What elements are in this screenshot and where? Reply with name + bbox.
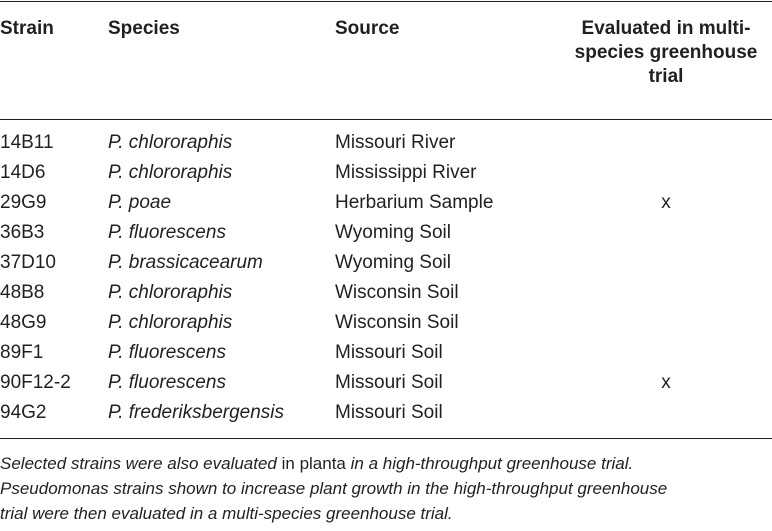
cell-strain: 48B8 [0,282,45,303]
cell-strain: 37D10 [0,252,56,273]
cell-strain: 89F1 [0,342,44,363]
table-row: 48G9 P. chlororaphis Wisconsin Soil [0,308,772,338]
cell-strain: 29G9 [0,192,47,213]
cell-source: Wyoming Soil [335,252,451,273]
table-row: 29G9 P. poae Herbarium Sample x [0,188,772,218]
cell-species: P. chlororaphis [108,162,233,183]
column-header-evaluated-line: species greenhouse [574,42,758,63]
table-bottom-rule [0,438,772,439]
cell-strain: 94G2 [0,402,47,423]
cell-strain: 14D6 [0,162,46,183]
cell-species: P. poae [108,192,172,213]
footnote-in-planta: in planta [276,454,351,473]
cell-source: Missouri Soil [335,342,443,363]
cell-species: P. brassicacearum [108,252,263,273]
cell-species: P. chlororaphis [108,282,233,303]
table-header-rule [0,119,772,120]
cell-evaluated: x [661,192,671,213]
footnote-text: Selected strains were also evaluated [0,454,277,473]
cell-source: Missouri Soil [335,402,443,423]
table-top-rule [0,1,772,2]
cell-strain: 90F12-2 [0,372,71,393]
table-row: 94G2 P. frederiksbergensis Missouri Soil [0,398,772,428]
table-row: 14D6 P. chlororaphis Mississippi River [0,158,772,188]
cell-source: Wyoming Soil [335,222,451,243]
table-row: 89F1 P. fluorescens Missouri Soil [0,338,772,368]
column-header-evaluated-line: trial [648,66,684,87]
table-footnote: Selected strains were also evaluated in … [0,451,772,526]
column-header-strain: Strain [0,18,54,39]
cell-species: P. fluorescens [108,342,226,363]
cell-species: P. fluorescens [108,372,226,393]
footnote-line-3: trial were then evaluated in a multi-spe… [0,504,453,523]
cell-source: Mississippi River [335,162,477,183]
cell-source: Herbarium Sample [335,192,494,213]
cell-strain: 36B3 [0,222,45,243]
cell-source: Wisconsin Soil [335,282,459,303]
cell-strain: 14B11 [0,132,54,153]
cell-source: Wisconsin Soil [335,312,459,333]
cell-species: P. chlororaphis [108,132,233,153]
column-header-species: Species [108,18,180,39]
table-row: 14B11 P. chlororaphis Missouri River [0,128,772,158]
footnote-line-1: Selected strains were also evaluated in … [0,451,772,476]
table-row: 36B3 P. fluorescens Wyoming Soil [0,218,772,248]
column-header-source: Source [335,18,400,39]
cell-species: P. frederiksbergensis [108,402,285,423]
cell-strain: 48G9 [0,312,47,333]
footnote-line-2: Pseudomonas strains shown to increase pl… [0,479,668,498]
column-header-evaluated: Evaluated in multi- species greenhouse t… [560,17,772,89]
table-row: 90F12-2 P. fluorescens Missouri Soil x [0,368,772,398]
footnote-text: in a high-throughput greenhouse trial. [350,454,634,473]
cell-evaluated: x [661,372,671,393]
cell-species: P. fluorescens [108,222,226,243]
table-row: 48B8 P. chlororaphis Wisconsin Soil [0,278,772,308]
cell-source: Missouri Soil [335,372,443,393]
table-row: 37D10 P. brassicacearum Wyoming Soil [0,248,772,278]
cell-species: P. chlororaphis [108,312,233,333]
cell-source: Missouri River [335,132,456,153]
column-header-evaluated-line: Evaluated in multi- [581,18,751,39]
